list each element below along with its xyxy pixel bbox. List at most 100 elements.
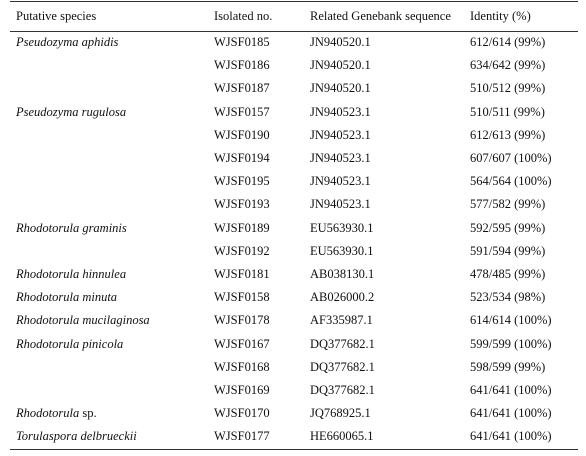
cell-isolated-no: WJSF0168 xyxy=(214,359,270,374)
cell-putative-species: Rhodotorula graminis xyxy=(10,217,214,240)
cell-related-sequence: DQ377682.1 xyxy=(310,382,375,397)
cell-related-sequence: JN940523.1 xyxy=(310,174,371,189)
cell-isolated-no: WJSF0169 xyxy=(214,382,270,397)
table-row: Rhodotorula sp. WJSF0170 JQ768925.1 641/641… xyxy=(10,402,584,425)
table-row: WJSF0186 JN940520.1 634/642 (99%) xyxy=(10,54,584,77)
cell-related-sequence: EU563930.1 xyxy=(310,220,374,235)
cell-related-sequence: DQ377682.1 xyxy=(310,336,375,351)
table-row: WJSF0190 JN940523.1 612/613 (99%) xyxy=(10,124,584,147)
species-name: Torulaspora delbrueckii xyxy=(16,429,137,444)
cell-identity: 598/599 (99%) xyxy=(470,359,546,374)
cell-putative-species xyxy=(10,170,214,193)
species-suffix: sp. xyxy=(79,406,97,421)
cell-identity: 510/511 (99%) xyxy=(470,104,545,119)
species-identity-table: Putative species Isolated no. Related Ge… xyxy=(10,2,584,448)
table-row: Torulaspora delbrueckii WJSF0177 HE660065.… xyxy=(10,425,584,448)
cell-putative-species: Rhodotorula hinnulea xyxy=(10,263,214,286)
species-name: Rhodotorula minuta xyxy=(16,290,118,305)
species-name: Rhodotorula hinnulea xyxy=(16,266,127,281)
cell-isolated-no: WJSF0192 xyxy=(214,243,270,258)
cell-isolated-no: WJSF0195 xyxy=(214,174,270,189)
cell-related-sequence: JN940520.1 xyxy=(310,35,371,50)
cell-identity: 591/594 (99%) xyxy=(470,243,546,258)
cell-identity: 641/641 (100%) xyxy=(470,382,552,397)
cell-isolated-no: WJSF0181 xyxy=(214,266,270,281)
cell-related-sequence: JN940523.1 xyxy=(310,104,371,119)
cell-identity: 510/512 (99%) xyxy=(470,81,546,96)
table-row: Rhodotorula pinicola WJSF0167 DQ377682.1 59… xyxy=(10,332,584,355)
cell-related-sequence: AF335987.1 xyxy=(310,313,373,328)
cell-isolated-no: WJSF0177 xyxy=(214,429,270,444)
cell-related-sequence: AB026000.2 xyxy=(310,290,375,305)
table-body: Pseudozyma aphidis WJSF0185 JN940520.1 612/… xyxy=(10,31,584,448)
species-name: Rhodotorula pinicola xyxy=(16,336,124,351)
cell-putative-species: Pseudozyma rugulosa xyxy=(10,101,214,124)
cell-related-sequence: DQ377682.1 xyxy=(310,359,375,374)
cell-putative-species xyxy=(10,356,214,379)
cell-identity: 612/613 (99%) xyxy=(470,127,546,142)
cell-isolated-no: WJSF0170 xyxy=(214,406,270,421)
table-header: Putative species Isolated no. Related Ge… xyxy=(10,2,584,31)
table-row: Rhodotorula mucilaginosa WJSF0178 AF335987… xyxy=(10,309,584,332)
cell-identity: 641/641 (100%) xyxy=(470,429,552,444)
cell-isolated-no: WJSF0187 xyxy=(214,81,270,96)
cell-related-sequence: AB038130.1 xyxy=(310,266,375,281)
cell-identity: 641/641 (100%) xyxy=(470,406,552,421)
cell-related-sequence: JN940523.1 xyxy=(310,151,371,166)
header-putative-species: Putative species xyxy=(16,9,97,23)
cell-putative-species xyxy=(10,77,214,100)
cell-related-sequence: HE660065.1 xyxy=(310,429,374,444)
cell-putative-species xyxy=(10,379,214,402)
cell-identity: 612/614 (99%) xyxy=(470,35,546,50)
table-bottom-rule xyxy=(10,449,578,450)
cell-identity: 607/607 (100%) xyxy=(470,151,552,166)
species-name: Rhodotorula mucilaginosa xyxy=(16,313,150,328)
cell-putative-species xyxy=(10,240,214,263)
table-header-rule xyxy=(10,31,578,32)
header-row: Putative species Isolated no. Related Ge… xyxy=(10,2,584,31)
cell-isolated-no: WJSF0190 xyxy=(214,127,270,142)
cell-identity: 634/642 (99%) xyxy=(470,58,546,73)
cell-isolated-no: WJSF0157 xyxy=(214,104,270,119)
table-row: Pseudozyma rugulosa WJSF0157 JN940523.1 510… xyxy=(10,101,584,124)
species-name: Rhodotorula graminis xyxy=(16,220,127,235)
cell-identity: 577/582 (99%) xyxy=(470,197,546,212)
cell-isolated-no: WJSF0158 xyxy=(214,290,270,305)
cell-putative-species: Rhodotorula pinicola xyxy=(10,332,214,355)
cell-isolated-no: WJSF0189 xyxy=(214,220,270,235)
cell-identity: 478/485 (99%) xyxy=(470,266,546,281)
table-row: WJSF0168 DQ377682.1 598/599 (99%) xyxy=(10,356,584,379)
cell-isolated-no: WJSF0185 xyxy=(214,35,270,50)
table-row: Rhodotorula hinnulea WJSF0181 AB038130.1 47… xyxy=(10,263,584,286)
cell-putative-species: Rhodotorula mucilaginosa xyxy=(10,309,214,332)
cell-identity: 592/595 (99%) xyxy=(470,220,546,235)
cell-isolated-no: WJSF0167 xyxy=(214,336,270,351)
cell-related-sequence: JN940520.1 xyxy=(310,58,371,73)
species-name: Rhodotorula xyxy=(16,406,80,421)
cell-putative-species: Rhodotorula sp. xyxy=(10,402,214,425)
table-row: WJSF0192 EU563930.1 591/594 (99%) xyxy=(10,240,584,263)
species-name: Pseudozyma aphidis xyxy=(16,35,119,50)
species-name: Pseudozyma rugulosa xyxy=(16,104,127,119)
header-related-sequence: Related Genebank sequence xyxy=(310,9,451,23)
cell-related-sequence: JQ768925.1 xyxy=(310,406,371,421)
table-row: WJSF0193 JN940523.1 577/582 (99%) xyxy=(10,193,584,216)
cell-identity: 614/614 (100%) xyxy=(470,313,552,328)
cell-identity: 599/599 (100%) xyxy=(470,336,552,351)
header-identity: Identity (%) xyxy=(470,9,531,23)
table-row: Rhodotorula minuta WJSF0158 AB026000.2 523/… xyxy=(10,286,584,309)
cell-related-sequence: JN940523.1 xyxy=(310,127,371,142)
table-row: WJSF0195 JN940523.1 564/564 (100%) xyxy=(10,170,584,193)
cell-isolated-no: WJSF0186 xyxy=(214,58,270,73)
table-row: Pseudozyma aphidis WJSF0185 JN940520.1 612/… xyxy=(10,31,584,54)
header-isolated-no: Isolated no. xyxy=(214,9,273,23)
cell-related-sequence: JN940520.1 xyxy=(310,81,371,96)
cell-isolated-no: WJSF0194 xyxy=(214,151,270,166)
cell-putative-species xyxy=(10,124,214,147)
cell-putative-species xyxy=(10,147,214,170)
cell-putative-species: Rhodotorula minuta xyxy=(10,286,214,309)
cell-related-sequence: JN940523.1 xyxy=(310,197,371,212)
cell-putative-species xyxy=(10,193,214,216)
cell-putative-species xyxy=(10,54,214,77)
